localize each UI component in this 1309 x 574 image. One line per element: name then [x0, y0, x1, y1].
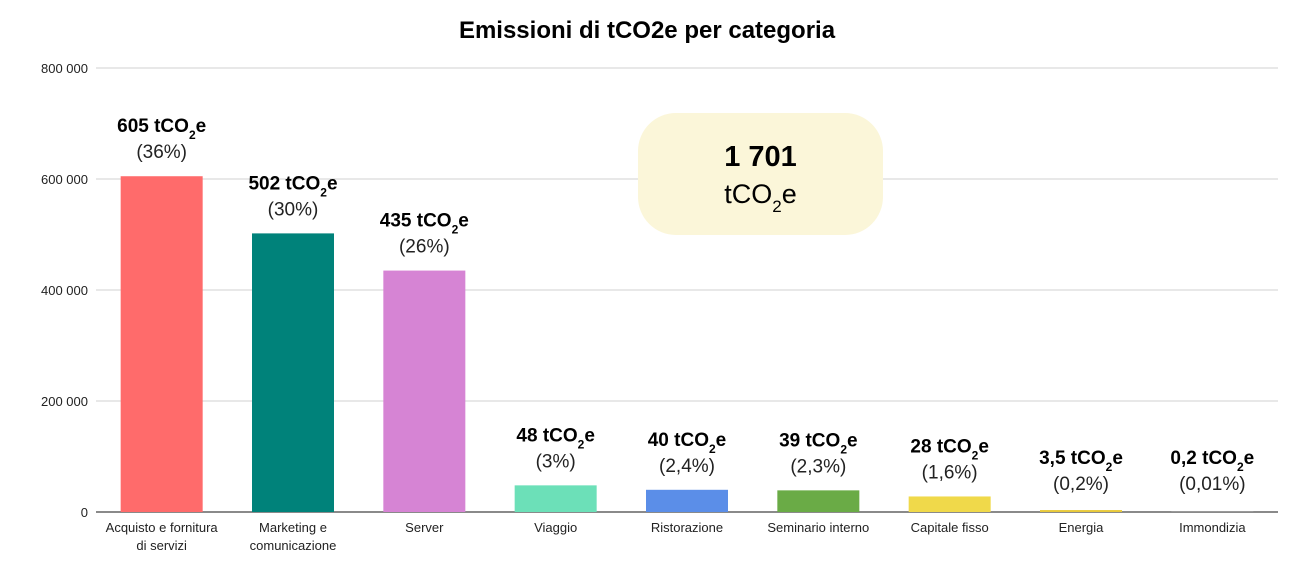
total-annotation: 1 701 tCO2e [638, 113, 883, 235]
data-label-value: 0,2 tCO2e [1170, 448, 1254, 474]
x-tick-label: Viaggio [534, 520, 577, 535]
data-label-percent: (2,3%) [790, 456, 846, 477]
y-axis: 0 200 000 400 000 600 000 800 000 [41, 61, 88, 520]
bar [383, 270, 466, 512]
data-label-percent: (0,01%) [1179, 474, 1246, 495]
data-label-percent: (36%) [136, 142, 187, 163]
y-tick-label: 200 000 [41, 394, 88, 409]
bar [1040, 510, 1122, 512]
bar [646, 489, 728, 512]
x-tick-label: Marketing e comunicazione [250, 520, 337, 553]
x-tick-label: Ristorazione [651, 520, 723, 535]
data-label-value: 39 tCO2e [779, 430, 858, 456]
total-unit-post: e [781, 179, 797, 209]
data-label-percent: (0,2%) [1053, 474, 1109, 495]
bar [908, 496, 991, 512]
bars [120, 176, 1254, 512]
total-unit-pre: tCO [724, 179, 773, 209]
bar [777, 490, 860, 512]
total-unit-sub: 2 [772, 197, 782, 216]
x-tick-label: Energia [1059, 520, 1105, 535]
data-label-percent: (2,4%) [659, 456, 715, 477]
x-tick-label: Server [405, 520, 444, 535]
y-tick-label: 800 000 [41, 61, 88, 76]
data-label-value: 3,5 tCO2e [1039, 448, 1123, 474]
bar [120, 176, 203, 512]
data-label-value: 40 tCO2e [648, 430, 727, 456]
y-tick-label: 0 [81, 505, 88, 520]
total-unit: tCO2e [638, 179, 883, 216]
data-labels: 605 tCO2e(36%) 502 tCO2e(30%) 435 tCO2e(26… [117, 116, 1254, 495]
y-tick-label: 400 000 [41, 283, 88, 298]
x-tick-label: Immondizia [1179, 520, 1246, 535]
data-label-value: 605 tCO2e [117, 116, 206, 142]
data-label-percent: (30%) [268, 199, 319, 220]
data-label-value: 435 tCO2e [380, 211, 469, 237]
data-label-value: 48 tCO2e [516, 425, 595, 451]
data-label-value: 28 tCO2e [910, 436, 989, 462]
data-label-percent: (3%) [536, 451, 576, 472]
bar [514, 485, 597, 512]
total-value: 1 701 [724, 141, 797, 173]
y-tick-label: 600 000 [41, 172, 88, 187]
data-label-value: 502 tCO2e [248, 173, 337, 199]
data-label-percent: (26%) [399, 237, 450, 258]
bar [252, 233, 334, 512]
x-tick-label: Acquisto e fornitura di servizi [106, 520, 219, 553]
x-axis: Acquisto e fornitura di servizi Marketing … [106, 520, 1247, 553]
x-tick-label: Capitale fisso [911, 520, 989, 535]
data-label-percent: (1,6%) [922, 462, 978, 483]
x-tick-label: Seminario interno [767, 520, 869, 535]
chart-title: Emissioni di tCO2e per categoria [459, 17, 836, 44]
